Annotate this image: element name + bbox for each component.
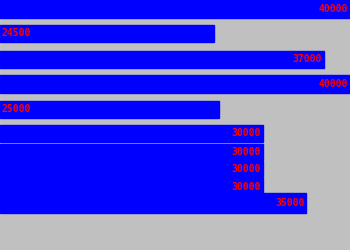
Bar [0, 161, 262, 177]
Text: 30000: 30000 [231, 182, 260, 192]
Text: 25000: 25000 [2, 104, 32, 115]
Bar [0, 178, 262, 195]
Text: 35000: 35000 [275, 198, 304, 208]
Text: 30000: 30000 [231, 147, 260, 157]
Bar [0, 25, 214, 42]
Bar [0, 0, 350, 18]
Bar [0, 101, 219, 118]
Text: 40000: 40000 [318, 79, 348, 89]
Bar [0, 75, 350, 93]
Bar [0, 125, 262, 142]
Text: 37000: 37000 [292, 54, 322, 64]
Bar [0, 144, 262, 160]
Text: 30000: 30000 [231, 128, 260, 138]
Text: 24500: 24500 [2, 28, 32, 38]
Bar [0, 51, 324, 68]
Text: 40000: 40000 [318, 4, 348, 14]
Bar [0, 193, 306, 213]
Text: 30000: 30000 [231, 164, 260, 174]
